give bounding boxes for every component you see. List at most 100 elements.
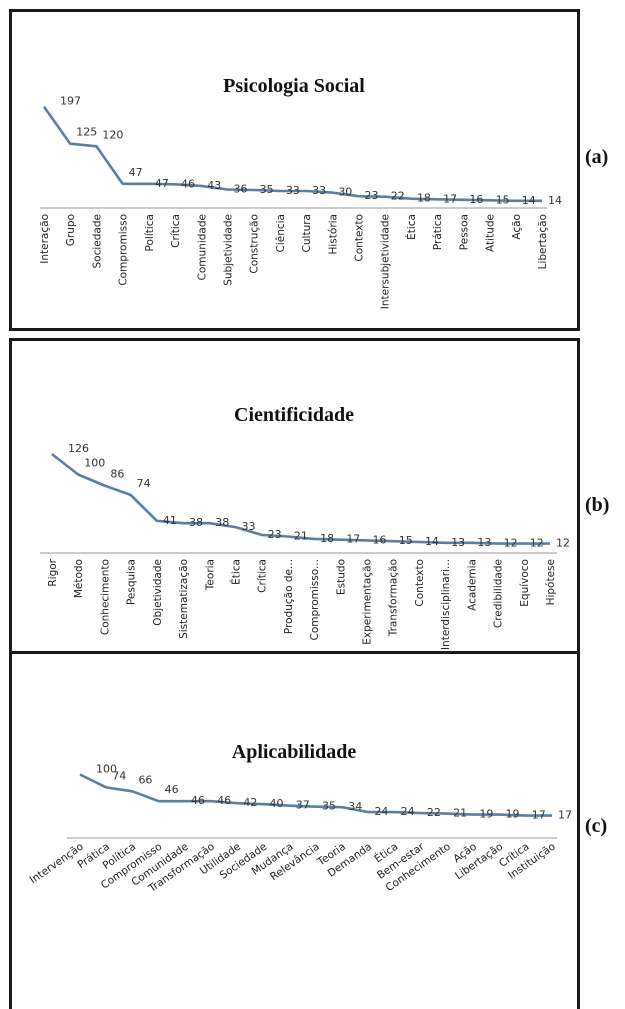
data-label: 35	[322, 800, 336, 813]
tick-label-rigor: Rigor	[47, 558, 59, 586]
data-label: 12	[504, 537, 518, 550]
data-label: 46	[181, 177, 195, 190]
chart-title: Aplicabilidade	[232, 741, 357, 763]
data-label: 126	[68, 442, 89, 455]
chart-panel-aplicabilidade: Aplicabilidade 100 74 66 46 46 46 42 40 37 35 34 24 2…	[9, 651, 580, 1009]
data-label: 74	[112, 769, 126, 782]
tick-label-interacao: Interação	[39, 214, 51, 264]
data-label: 33	[312, 184, 326, 197]
data-label: 23	[268, 528, 282, 541]
data-label: 66	[138, 773, 152, 786]
tick-label-transformacao: Transformação	[388, 559, 400, 637]
tick-label-producao-de: Produção de...	[283, 559, 295, 634]
tick-label-critica: Crítica	[170, 214, 182, 248]
data-label: 14	[425, 535, 439, 548]
data-label: 35	[260, 183, 274, 196]
data-label: 22	[427, 806, 441, 819]
data-label: 33	[286, 184, 300, 197]
data-label: 17	[532, 809, 546, 822]
tick-label-etica: Ética	[405, 214, 418, 240]
data-label: 15	[399, 534, 413, 547]
data-label: 17	[346, 533, 360, 546]
panel-label-b: (b)	[585, 494, 610, 516]
tick-label-contexto: Contexto	[414, 559, 426, 607]
tick-label-compromisso: Compromisso...	[309, 559, 321, 641]
tick-label-cultura: Cultura	[301, 214, 313, 252]
data-label: 16	[469, 193, 483, 206]
data-label: 24	[401, 805, 415, 818]
data-label: 24	[374, 805, 388, 818]
tick-label-comunidade: Comunidade	[196, 214, 208, 280]
tick-label-acao: Ação	[511, 214, 523, 240]
tick-label-credibilidade: Credibilidade	[493, 559, 505, 628]
data-label: 18	[320, 532, 334, 545]
tick-label-etica: Ética	[229, 559, 242, 585]
data-label: 46	[165, 783, 179, 796]
data-label: 41	[163, 514, 177, 527]
tick-label-equivoco: Equívoco	[519, 559, 531, 607]
tick-label-construcao: Construção	[249, 214, 261, 274]
tick-label-libertacao: Libertação	[537, 214, 549, 269]
tick-label-critica: Crítica	[257, 559, 269, 593]
data-label: 17	[443, 192, 457, 205]
data-label: 42	[243, 796, 257, 809]
data-label: 37	[296, 799, 310, 812]
data-label: 14	[522, 194, 536, 207]
data-label: 34	[348, 800, 362, 813]
data-label: 22	[391, 190, 405, 203]
data-label: 197	[60, 95, 81, 108]
tick-label-subjetividade: Subjetividade	[222, 214, 234, 286]
data-label: 30	[338, 186, 352, 199]
data-label: 15	[496, 193, 510, 206]
chart-title: Cientificidade	[234, 404, 354, 426]
data-label: 13	[451, 536, 465, 549]
data-label: 47	[129, 166, 143, 179]
data-label: 13	[477, 536, 491, 549]
tick-label-conhecimento: Conhecimento	[99, 559, 111, 635]
data-label: 74	[137, 477, 151, 490]
data-label: 19	[506, 808, 520, 821]
data-label: 17	[558, 809, 572, 822]
tick-label-sistematizacao: Sistematização	[178, 559, 190, 639]
data-label: 38	[189, 516, 203, 529]
data-label: 40	[270, 797, 284, 810]
data-label: 12	[556, 537, 570, 550]
tick-label-sociedade: Sociedade	[91, 214, 103, 268]
panel-label-a: (a)	[585, 146, 609, 168]
series-line	[51, 453, 550, 545]
data-label: 120	[102, 128, 123, 141]
data-label: 14	[548, 194, 562, 207]
data-label: 47	[155, 177, 169, 190]
tick-label-hipotese: Hipótese	[545, 559, 557, 605]
tick-label-teoria: Teoria	[204, 559, 216, 591]
series-line	[79, 773, 552, 817]
tick-label-historia: História	[327, 214, 339, 255]
data-label: 16	[373, 533, 387, 546]
chart-psicologia-social: Psicologia Social 197 125 120 47 47 46 43 36 35 33…	[39, 75, 562, 309]
data-label: 33	[241, 520, 255, 533]
tick-label-academia: Academia	[466, 559, 478, 611]
tick-label-grupo: Grupo	[65, 214, 77, 246]
data-label: 125	[76, 126, 97, 139]
data-label: 18	[417, 192, 431, 205]
data-label: 19	[479, 808, 493, 821]
chart-title: Psicologia Social	[223, 75, 365, 97]
tick-label-atitude: Atitude	[485, 214, 497, 252]
series-line	[42, 105, 542, 203]
tick-label-ciencia: Ciência	[275, 214, 287, 253]
tick-label-objetividade: Objetividade	[152, 559, 164, 626]
tick-label-experimentacao: Experimentação	[362, 559, 374, 645]
tick-label-politica: Política	[144, 214, 156, 251]
data-label: 86	[110, 467, 124, 480]
data-label: 23	[365, 189, 379, 202]
data-label: 100	[96, 762, 117, 775]
data-label: 21	[294, 530, 308, 543]
data-label: 38	[215, 516, 229, 529]
tick-label-interdisciplinari: Interdisciplinari...	[440, 559, 452, 650]
tick-label-pesquisa: Pesquisa	[126, 559, 138, 605]
chart-panel-psicologia-social: Psicologia Social 197 125 120 47 47 46 43 36 35 33…	[9, 9, 580, 331]
data-label: 21	[453, 807, 467, 820]
tick-label-estudo: Estudo	[335, 559, 347, 595]
